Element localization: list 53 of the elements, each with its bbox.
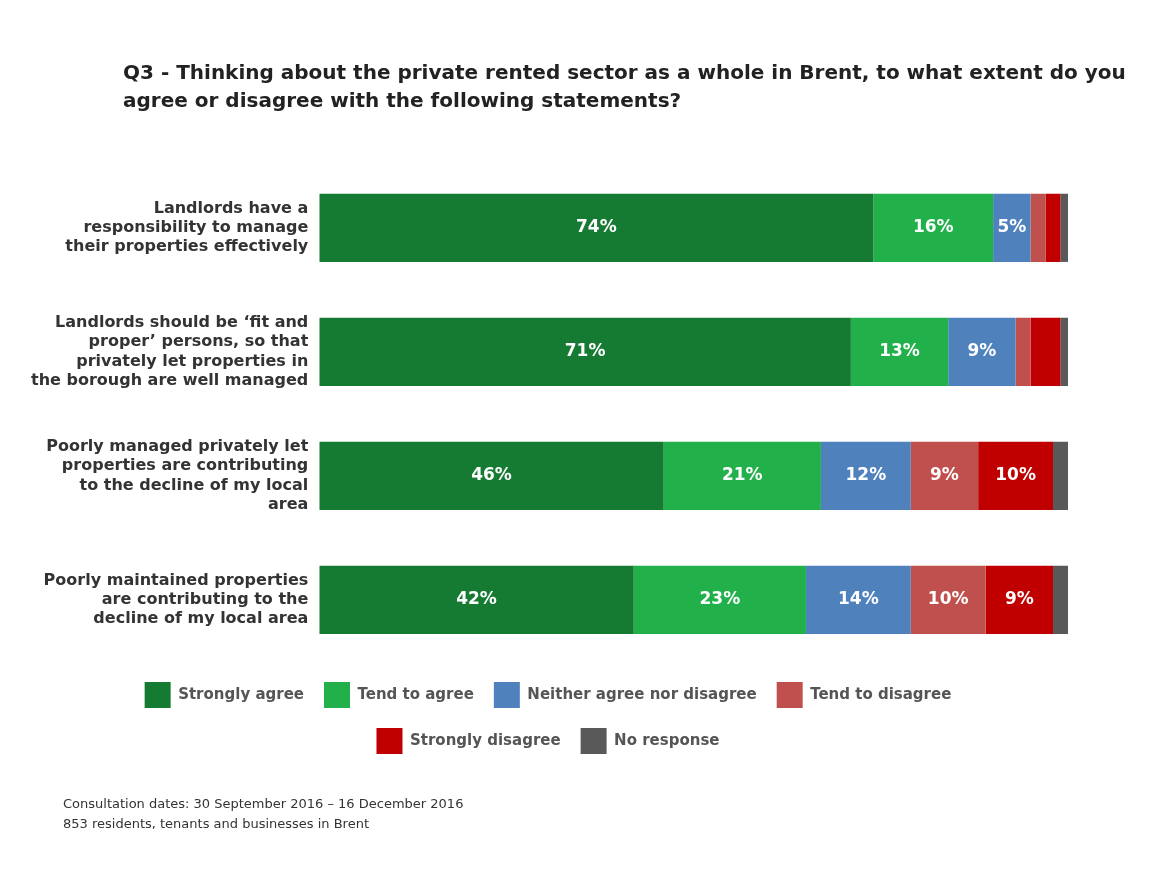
bar	[850, 317, 949, 386]
bar	[1060, 317, 1068, 386]
y-tick-label: Poorly maintained properties are contributing to the decline of my local area	[43, 569, 309, 628]
data-label: 74%	[575, 216, 617, 237]
bar	[910, 441, 979, 511]
bar	[1053, 441, 1068, 511]
data-label: 9%	[967, 340, 997, 361]
chart-title: Q3 - Thinking about the private rented sector as a whole in Brent, to what extent do you agree or disagree with the following statements?	[122, 59, 1127, 114]
data-label: 9%	[930, 464, 959, 485]
y-tick-label: Landlords have a responsibility to manage their properties effectively	[65, 197, 309, 256]
bar	[319, 317, 851, 386]
bar	[910, 565, 986, 635]
data-label: 46%	[471, 464, 512, 485]
bar	[1045, 193, 1061, 262]
legend-label: No response	[614, 730, 720, 749]
data-label: 10%	[927, 588, 969, 609]
data-label: 5%	[997, 216, 1027, 237]
bar	[1060, 193, 1068, 262]
bar	[663, 441, 821, 511]
y-tick-label: Landlords should be ‘fit and proper’ persons, so that privately let properties in the borough are well managed	[30, 312, 309, 389]
bar	[993, 193, 1031, 262]
bar	[319, 565, 634, 635]
bar	[319, 193, 874, 262]
data-label: 14%	[838, 588, 879, 609]
bar	[633, 565, 806, 635]
y-tick-label: Poorly managed privately let properties are contributing to the decline of my local area	[46, 436, 309, 513]
data-label: 13%	[879, 340, 920, 361]
data-label: 71%	[564, 340, 606, 361]
data-label: 10%	[995, 464, 1036, 485]
bar	[985, 565, 1054, 635]
bar	[1015, 317, 1031, 386]
data-label: 16%	[912, 216, 954, 237]
bar	[978, 441, 1054, 511]
bar	[805, 565, 911, 635]
legend-label: Strongly agree	[178, 684, 304, 703]
bar	[1053, 565, 1068, 635]
data-label: 21%	[721, 464, 763, 485]
text: Consultation dates: 30 September 2016 – 16 December 2016	[63, 795, 465, 813]
bar	[873, 193, 994, 262]
data-label: 12%	[845, 464, 887, 485]
legend-label: Tend to agree	[357, 684, 474, 703]
text: 853 residents, tenants and businesses in Brent	[63, 815, 370, 833]
bar	[319, 441, 664, 511]
legend-label: Tend to disagree	[810, 684, 952, 703]
bar	[820, 441, 911, 511]
data-label: 23%	[699, 588, 741, 609]
legend-label: Neither agree nor disagree	[527, 684, 757, 703]
bar	[1030, 317, 1061, 386]
legend-label: Strongly disagree	[409, 730, 561, 749]
data-label: 42%	[456, 588, 497, 609]
data-label: 9%	[1004, 588, 1034, 609]
bar	[1030, 193, 1046, 262]
bar	[948, 317, 1016, 386]
